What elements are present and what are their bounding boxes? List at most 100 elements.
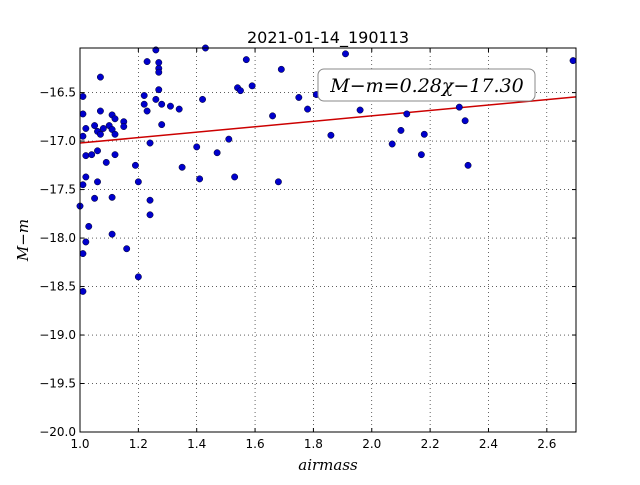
x-tick-label: 1.4 [187,437,206,451]
data-point [111,151,119,159]
data-point [166,102,174,110]
data-point [94,178,101,186]
y-tick-label: −16.5 [39,86,76,100]
data-point [199,95,206,103]
data-point [178,163,186,171]
data-point [237,87,244,95]
data-point [143,58,151,66]
data-point [295,94,303,101]
fit-annotation-box [317,68,536,102]
data-point [91,122,99,130]
data-point [455,103,463,111]
data-point [108,230,116,238]
y-tick-label: −17.0 [39,134,76,148]
data-point [120,123,128,130]
data-point [304,105,312,113]
data-point [248,82,256,90]
data-point [464,161,472,169]
data-point [91,194,99,202]
data-point [143,107,151,115]
x-tick-label: 1.8 [304,437,323,451]
data-point [420,130,428,138]
data-point [82,173,90,181]
data-point [461,117,469,125]
data-point [79,110,87,118]
data-point [108,193,116,201]
data-point [82,238,90,246]
data-point [134,178,142,186]
plot-frame [79,47,577,433]
data-point [569,57,577,65]
data-point [356,106,364,114]
data-point [111,115,119,123]
data-point [99,125,107,132]
data-point [146,211,154,219]
data-point [242,56,250,64]
data-point [79,181,87,189]
data-point [277,65,285,73]
data-point [85,222,93,230]
y-tick-label: −18.0 [39,231,76,245]
data-point [388,140,396,148]
ticks: 1.0 1.2 1.4 1.6 1.8 2.0 2.2 2.4 2.6 −16.5 −17.0 −17… [39,48,576,451]
data-point [403,110,411,118]
data-point [140,100,148,108]
x-axis-label: airmass [298,456,358,474]
data-point [274,178,282,186]
data-point [231,173,239,181]
data-point [131,161,139,169]
data-point [96,107,104,115]
x-tick-label: 1.2 [129,437,148,451]
data-point [417,151,425,159]
data-point [158,100,166,108]
y-tick-label: −19.0 [39,328,76,342]
chart-title: 2021-01-14_190113 [247,28,409,48]
grid [79,48,576,433]
x-tick-label: 1.0 [70,437,89,451]
data-point [342,50,349,58]
data-point [269,112,277,120]
data-point [123,245,131,253]
x-tick-label: 2.2 [421,437,440,451]
data-point [102,158,110,166]
data-point [397,126,405,134]
data-point [79,132,87,140]
x-tick-label: 1.6 [246,437,265,451]
y-tick-label: −20.0 [39,425,76,439]
fit-annotation: M−m=0.28χ−17.30 [317,68,536,102]
data-point [175,105,183,113]
y-axis-label: M−m [14,219,32,262]
x-tick-label: 2.0 [362,437,381,451]
data-point [155,86,163,94]
data-point [111,130,119,138]
x-tick-label: 2.6 [537,437,556,451]
data-point [193,143,201,151]
fit-annotation-text: M−m=0.28χ−17.30 [329,75,523,97]
data-point [79,287,87,295]
plot-area [80,48,576,432]
data-point [213,149,221,157]
data-point [327,131,335,139]
data-point [88,151,96,159]
x-tick-label: 2.4 [479,437,498,451]
data-point [146,139,154,147]
fit-line [79,96,577,144]
data-point [96,73,104,81]
data-point [225,135,233,143]
data-point [79,93,87,100]
data-point [82,152,90,160]
y-tick-label: −18.5 [39,280,76,294]
data-point [155,59,163,66]
data-point [140,92,148,99]
y-tick-label: −19.5 [39,377,76,391]
data-point [155,68,163,76]
data-point [79,250,87,258]
fit-line-layer [79,96,577,144]
data-point [96,130,104,138]
data-point [82,125,90,132]
data-point [152,95,160,103]
data-point [146,196,154,204]
data-point [134,273,142,281]
data-point [158,121,166,129]
